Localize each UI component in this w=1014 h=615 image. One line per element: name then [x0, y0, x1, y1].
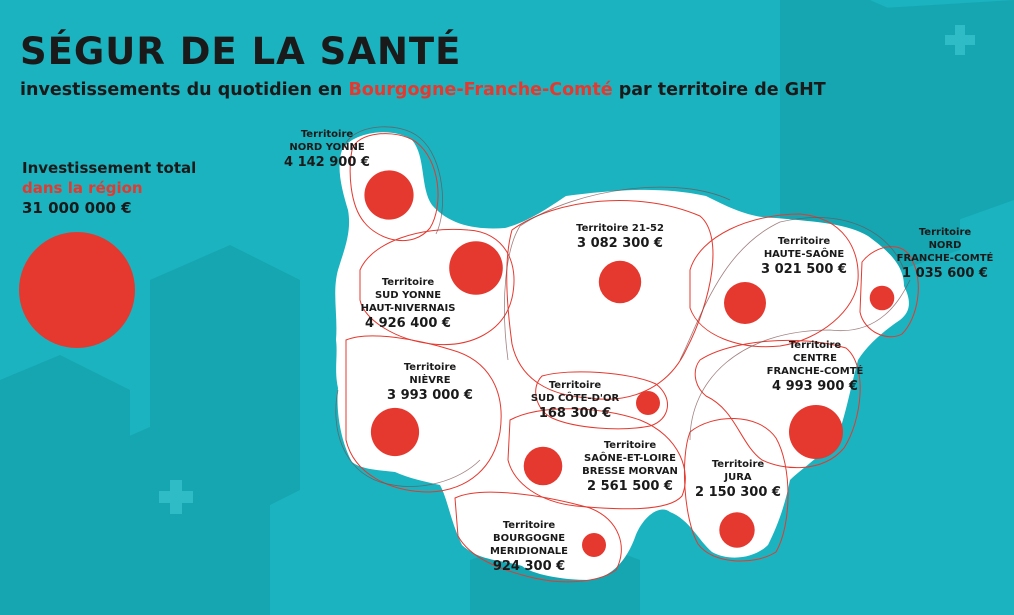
subtitle-suffix: par territoire de GHT [618, 80, 826, 100]
label-sud-yonne: Territoire SUD YONNE HAUT-NIVERNAIS 4 92… [346, 276, 470, 330]
total-amount: 31 000 000 € [22, 199, 132, 217]
label-nord-yonne: Territoire NORD YONNE 4 142 900 € [272, 128, 382, 169]
label-nievre: Territoire NIÈVRE 3 993 000 € [378, 361, 482, 402]
label-line: SUD YONNE [374, 290, 442, 301]
label-line: Territoire [403, 362, 457, 373]
bubble-saone-et-loire [523, 446, 563, 486]
label-line: SUD CÔTE-D'OR [530, 393, 620, 404]
label-line: MERIDIONALE [489, 546, 569, 557]
label-line: BRESSE MORVAN [582, 466, 678, 477]
bubble-nievre [370, 407, 420, 457]
label-amount: 1 035 600 € [902, 266, 988, 281]
subtitle-prefix: investissements du quotidien en [20, 80, 343, 100]
label-line: JURA [724, 472, 752, 483]
label-line: BOURGOGNE [492, 533, 566, 544]
label-line: NORD [928, 240, 962, 251]
bubble-sud-yonne [449, 241, 503, 295]
label-line: Territoire [548, 380, 602, 391]
label-line: FRANCHE-COMTÉ [766, 366, 864, 377]
label-line: Territoire [711, 459, 765, 470]
label-line: Territoire [502, 520, 556, 531]
label-line: Territoire [381, 277, 435, 288]
territory-outer-contours [335, 126, 911, 487]
label-line: Territoire 21-52 [576, 223, 664, 234]
bubble-jura [719, 512, 755, 548]
label-21-52: Territoire 21-52 3 082 300 € [558, 222, 682, 250]
total-investment-bubble [19, 232, 135, 348]
page-title: SÉGUR DE LA SANTÉ [20, 30, 462, 73]
label-amount: 2 561 500 € [587, 479, 673, 494]
label-amount: 4 993 900 € [772, 379, 858, 394]
label-amount: 924 300 € [492, 559, 566, 574]
label-jura: Territoire JURA 2 150 300 € [690, 458, 786, 499]
page-subtitle: investissements du quotidien en Bourgogn… [20, 80, 826, 100]
label-line: CENTRE [793, 353, 837, 364]
background-crosses-decoration [159, 25, 975, 514]
label-nord-fc: Territoire NORD FRANCHE-COMTÉ 1 035 600 … [884, 226, 1006, 280]
label-haute-saone: Territoire HAUTE-SAÔNE 3 021 500 € [746, 235, 862, 276]
bubble-nord-fc [869, 285, 895, 311]
label-amount: 3 993 000 € [387, 388, 473, 403]
bubble-haute-saone [724, 282, 766, 324]
subtitle-region: Bourgogne-Franche-Comté [348, 80, 613, 100]
label-line: HAUTE-SAÔNE [763, 249, 845, 260]
label-line: Territoire [788, 340, 842, 351]
label-line: Territoire [918, 227, 972, 238]
label-sud-cote-dor: Territoire SUD CÔTE-D'OR 168 300 € [520, 379, 630, 420]
label-saone-et-loire: Territoire SAÔNE-ET-LOIRE BRESSE MORVAN … [568, 439, 692, 493]
label-line: FRANCHE-COMTÉ [896, 253, 994, 264]
total-line-2: dans la région [22, 179, 143, 197]
label-line: Territoire [300, 129, 354, 140]
total-investment-label: Investissement total dans la région 31 0… [22, 158, 196, 218]
label-line: NIÈVRE [409, 375, 451, 386]
bubble-21-52 [598, 260, 642, 304]
label-amount: 4 142 900 € [284, 155, 370, 170]
label-bourgogne-meridionale: Territoire BOURGOGNE MERIDIONALE 924 300… [476, 519, 582, 573]
label-amount: 2 150 300 € [695, 485, 781, 500]
bubble-nord-yonne [364, 170, 414, 220]
label-line: Territoire [603, 440, 657, 451]
bubble-sud-cote-dor [636, 391, 660, 415]
label-amount: 4 926 400 € [365, 316, 451, 331]
bubble-bourgogne-meridionale [582, 533, 606, 557]
label-amount: 168 300 € [538, 406, 612, 421]
label-line: HAUT-NIVERNAIS [360, 303, 456, 314]
bubble-centre-fc [789, 405, 843, 459]
label-line: Territoire [777, 236, 831, 247]
label-line: NORD YONNE [289, 142, 365, 153]
label-amount: 3 021 500 € [761, 262, 847, 277]
label-line: SAÔNE-ET-LOIRE [584, 453, 676, 464]
total-line-1: Investissement total [22, 159, 197, 177]
label-centre-fc: Territoire CENTRE FRANCHE-COMTÉ 4 993 90… [752, 339, 878, 393]
label-amount: 3 082 300 € [577, 236, 663, 251]
